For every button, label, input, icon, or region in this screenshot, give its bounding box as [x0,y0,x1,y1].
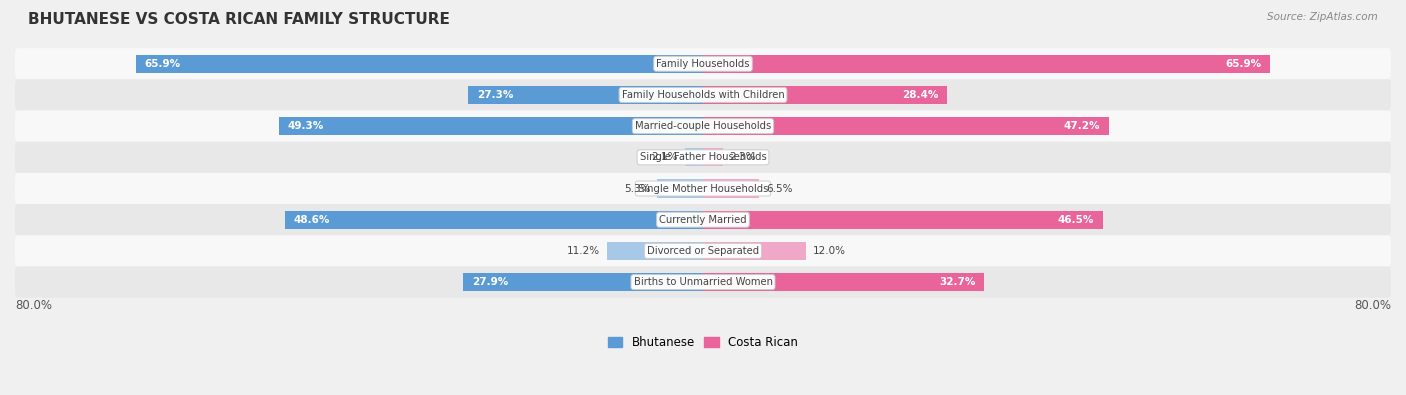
Text: 65.9%: 65.9% [145,59,181,69]
Text: 49.3%: 49.3% [288,121,323,131]
Text: 32.7%: 32.7% [939,277,976,287]
FancyBboxPatch shape [15,48,1391,79]
Bar [703,211,1102,229]
Text: 48.6%: 48.6% [294,215,330,225]
Legend: Bhutanese, Costa Rican: Bhutanese, Costa Rican [609,336,797,349]
Bar [285,211,703,229]
Bar [278,117,703,135]
Bar [468,86,703,104]
Bar [463,273,703,291]
Text: 27.9%: 27.9% [471,277,508,287]
Bar [703,179,759,198]
Text: 80.0%: 80.0% [15,299,52,312]
FancyBboxPatch shape [15,111,1391,142]
Text: 28.4%: 28.4% [903,90,939,100]
Text: 5.3%: 5.3% [624,184,651,194]
Text: Source: ZipAtlas.com: Source: ZipAtlas.com [1267,12,1378,22]
Text: 47.2%: 47.2% [1064,121,1101,131]
Bar [136,55,703,73]
Text: 2.3%: 2.3% [730,152,756,162]
FancyBboxPatch shape [15,173,1391,204]
FancyBboxPatch shape [15,142,1391,173]
Bar [703,117,1109,135]
Bar [703,242,806,260]
Text: 11.2%: 11.2% [567,246,600,256]
Text: Family Households with Children: Family Households with Children [621,90,785,100]
Text: BHUTANESE VS COSTA RICAN FAMILY STRUCTURE: BHUTANESE VS COSTA RICAN FAMILY STRUCTUR… [28,12,450,27]
FancyBboxPatch shape [15,267,1391,298]
Text: 27.3%: 27.3% [477,90,513,100]
Text: 2.1%: 2.1% [651,152,678,162]
Text: 65.9%: 65.9% [1225,59,1261,69]
Text: Currently Married: Currently Married [659,215,747,225]
Text: Married-couple Households: Married-couple Households [636,121,770,131]
FancyBboxPatch shape [15,235,1391,267]
FancyBboxPatch shape [15,204,1391,235]
Bar [606,242,703,260]
Text: Births to Unmarried Women: Births to Unmarried Women [634,277,772,287]
Text: 46.5%: 46.5% [1057,215,1094,225]
Text: Family Households: Family Households [657,59,749,69]
Bar [685,148,703,166]
Bar [703,273,984,291]
Bar [658,179,703,198]
Bar [703,55,1270,73]
Bar [703,86,948,104]
Text: 6.5%: 6.5% [766,184,792,194]
Text: Single Mother Households: Single Mother Households [638,184,768,194]
Text: Divorced or Separated: Divorced or Separated [647,246,759,256]
Bar [703,148,723,166]
Text: 80.0%: 80.0% [1354,299,1391,312]
Text: 12.0%: 12.0% [813,246,846,256]
FancyBboxPatch shape [15,79,1391,111]
Text: Single Father Households: Single Father Households [640,152,766,162]
